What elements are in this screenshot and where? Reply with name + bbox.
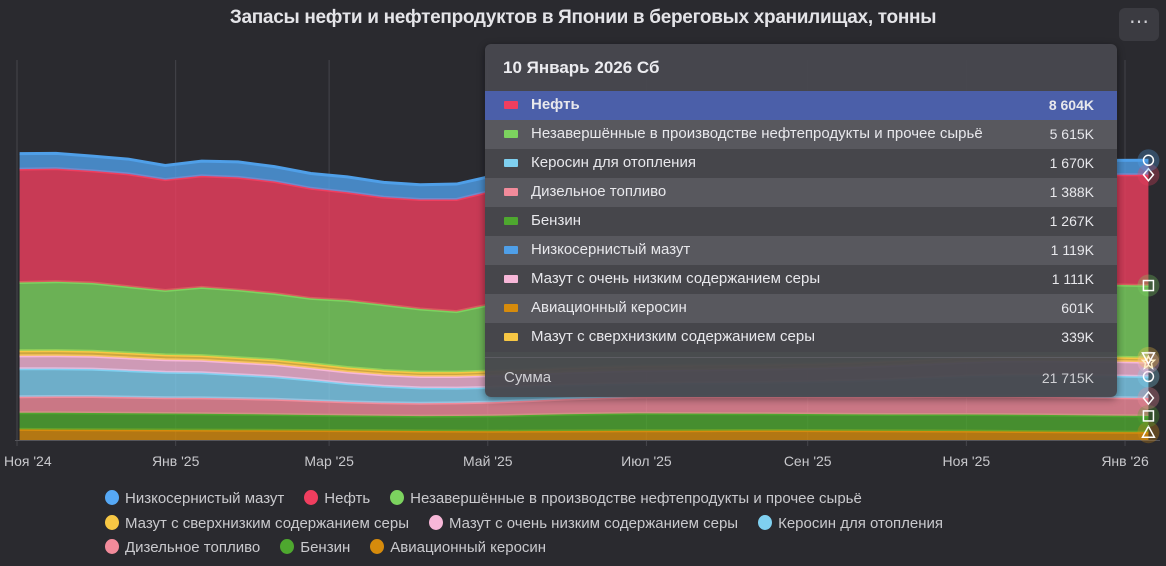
legend-dot-icon (390, 490, 405, 505)
tooltip-series-value: 601K (1061, 300, 1094, 316)
legend-label: Керосин для отопления (778, 514, 944, 532)
tooltip-series-value: 1 267K (1049, 213, 1094, 229)
marker-halo (1137, 365, 1160, 388)
x-tick-label: Июл '25 (621, 453, 672, 469)
x-tick-label: Янв '25 (152, 453, 200, 469)
tooltip-date: 10 Январь 2026 Сб (503, 58, 660, 77)
x-tick-label: Май '25 (463, 453, 513, 469)
tooltip-series-value: 8 604K (1048, 97, 1094, 113)
chart-menu-button[interactable]: ⋯ (1119, 8, 1159, 41)
chart-title: Запасы нефти и нефтепродуктов в Японии в… (229, 7, 937, 28)
tooltip-row: Дизельное топливо 1 388K (485, 178, 1117, 207)
marker-halo (1137, 149, 1160, 172)
tooltip-series-value: 1 388K (1049, 184, 1094, 200)
tooltip-series-name: Бензин (531, 212, 582, 229)
tooltip-series-name: Авиационный керосин (531, 299, 687, 316)
ellipsis-icon: ⋯ (1129, 11, 1149, 33)
tooltip-series-name: Мазут с очень низким содержанием серы (531, 270, 821, 287)
legend-item[interactable]: Авиационный керосин (370, 539, 546, 556)
legend-dot-icon (105, 539, 119, 554)
marker-diamond-2[interactable] (1142, 390, 1155, 406)
legend-item[interactable]: Мазут с очень низким содержанием серы (428, 514, 739, 532)
marker-halo (1137, 351, 1160, 374)
tooltip-row: Мазут с сверхнизким содержанием серы 339K (485, 323, 1117, 352)
marker-triangle-down-5[interactable] (1141, 352, 1156, 366)
legend-item[interactable]: Керосин для отопления (758, 514, 944, 532)
marker-halo (1137, 274, 1160, 297)
tooltip-row: Нефть 8 604K (485, 91, 1117, 120)
legend-item[interactable]: Нефть (304, 490, 370, 507)
tooltip-row: Низкосернистый мазут 1 119K (485, 236, 1117, 265)
legend-item[interactable]: Незавершённые в производстве нефтепродук… (390, 490, 862, 507)
tooltip-divider (485, 357, 1117, 358)
tooltip-series-name: Нефть (531, 96, 580, 113)
marker-halo (1137, 346, 1160, 369)
tooltip-series-name: Незавершённые в производстве нефтепродук… (531, 125, 983, 142)
marker-circle-8[interactable] (1142, 154, 1155, 167)
legend-item[interactable]: Низкосернистый мазут (105, 490, 284, 507)
series-swatch (504, 130, 518, 138)
legend-label: Авиационный керосин (390, 539, 547, 556)
legend-item[interactable]: Дизельное топливо (105, 539, 260, 556)
marker-halo (1137, 387, 1160, 410)
series-swatch (504, 246, 518, 254)
series-swatch (504, 188, 518, 196)
legend-label: Мазут с сверхнизким содержанием серы (125, 514, 409, 532)
legend-label: Нефть (324, 490, 371, 507)
tooltip-series-name: Дизельное топливо (531, 183, 667, 200)
tooltip-row: Керосин для отопления 1 670K (485, 149, 1117, 178)
series-swatch (504, 217, 518, 225)
legend-dot-icon (428, 514, 443, 530)
tooltip-sum-label: Сумма (504, 369, 552, 386)
tooltip-series-value: 1 111K (1051, 271, 1094, 287)
tooltip-series-value: 5 615K (1049, 126, 1094, 142)
x-tick-label: Мар '25 (304, 453, 354, 469)
legend-label: Дизельное топливо (125, 539, 261, 556)
tooltip-sum-value: 21 715K (1041, 370, 1094, 386)
tooltip-row: Незавершённые в производстве нефтепродук… (485, 120, 1117, 149)
series-swatch (504, 333, 518, 341)
x-tick-label: Янв '26 (1101, 453, 1149, 469)
x-tick-label: Сен '25 (784, 453, 832, 469)
tooltip-row: Авиационный керосин 601K (485, 294, 1117, 323)
marker-halo (1137, 163, 1160, 186)
x-tick-label: Ноя '25 (943, 453, 991, 469)
series-swatch (504, 101, 518, 109)
legend-label: Бензин (300, 539, 351, 556)
tooltip-row: Бензин 1 267K (485, 207, 1117, 236)
legend-dot-icon (105, 514, 119, 530)
marker-circle-3[interactable] (1142, 370, 1155, 383)
legend-dot-icon (280, 539, 295, 554)
x-tick-label: Ноя '24 (4, 453, 52, 469)
tooltip-series-name: Мазут с сверхнизким содержанием серы (531, 328, 815, 345)
legend-dot-icon (105, 490, 119, 505)
legend-label: Незавершённые в производстве нефтепродук… (410, 490, 862, 507)
area-series-1[interactable] (19, 412, 1149, 433)
tooltip: 10 Январь 2026 Сб Нефть 8 604K Незавершённ… (485, 44, 1117, 397)
series-swatch (504, 275, 518, 283)
legend-label: Низкосернистый мазут (125, 490, 285, 507)
legend-dot-icon (370, 539, 385, 554)
marker-square-6[interactable] (1142, 279, 1155, 292)
marker-diamond-7[interactable] (1142, 167, 1155, 182)
series-swatch (504, 304, 518, 312)
tooltip-series-value: 1 119K (1050, 242, 1094, 258)
legend-dot-icon (758, 514, 773, 530)
series-swatch (504, 159, 518, 167)
legend-dot-icon (304, 490, 319, 505)
tooltip-series-name: Низкосернистый мазут (531, 241, 691, 258)
marker-triangle-0[interactable] (1141, 424, 1156, 439)
tooltip-series-name: Керосин для отопления (531, 154, 696, 171)
marker-square-1[interactable] (1142, 410, 1155, 422)
legend: Низкосернистый мазут Нефть Незавершённые в… (105, 490, 1105, 564)
tooltip-row: Мазут с очень низким содержанием серы 1 1… (485, 265, 1117, 294)
tooltip-series-value: 1 670K (1049, 155, 1094, 171)
legend-item[interactable]: Мазут с сверхнизким содержанием серы (105, 514, 409, 532)
legend-label: Мазут с очень низким содержанием серы (448, 514, 739, 532)
legend-item[interactable]: Бензин (280, 539, 350, 556)
tooltip-series-value: 339K (1061, 329, 1094, 345)
